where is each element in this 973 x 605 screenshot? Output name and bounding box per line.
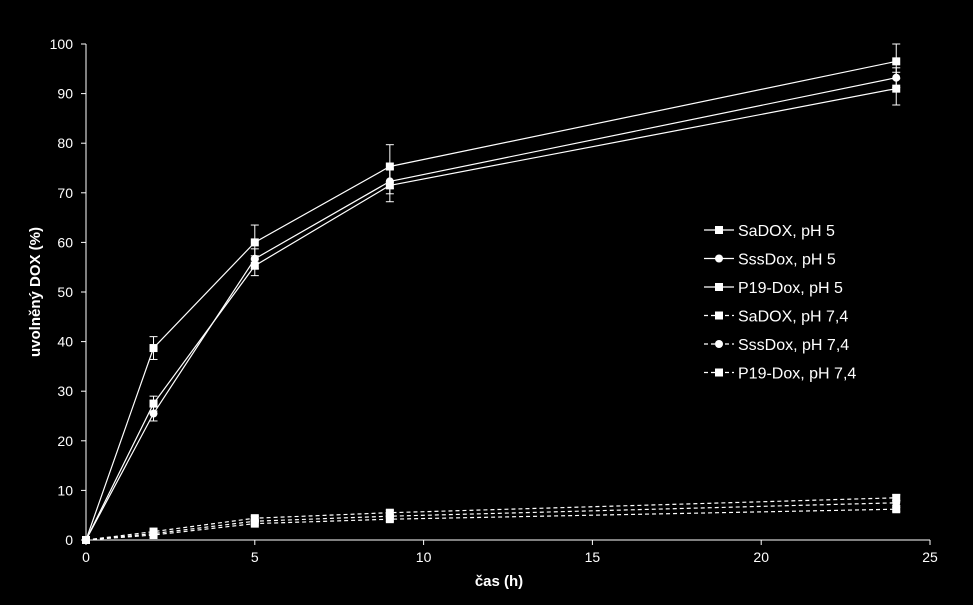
legend-marker [715, 311, 723, 320]
data-point [250, 261, 259, 270]
x-tick-label: 25 [922, 549, 938, 565]
legend-item: SaDOX, pH 7,4 [704, 309, 848, 326]
y-tick-label: 50 [57, 284, 73, 300]
y-axis-title: uvolněný DOX (%) [27, 227, 44, 357]
legend-marker [715, 368, 723, 377]
data-point [250, 238, 259, 247]
legend-marker [715, 283, 723, 291]
y-tick-label: 70 [57, 185, 73, 201]
legend-label: P19-Dox, pH 5 [738, 280, 843, 297]
data-point [250, 519, 259, 528]
data-point [892, 84, 901, 93]
y-tick-label: 20 [57, 433, 73, 449]
y-tick-label: 60 [57, 234, 73, 250]
y-tick-label: 40 [57, 334, 73, 350]
tick-marks: 0 5 10 15 20 25 0 10 20 30 40 50 60 70 80 90 100 [50, 36, 938, 565]
data-point [385, 162, 394, 171]
data-point [892, 57, 901, 66]
legend-item: SssDox, pH 5 [704, 252, 836, 269]
legend-label: SssDox, pH 5 [738, 252, 836, 269]
data-point [149, 531, 158, 540]
plot-area [82, 43, 901, 544]
legend-marker [715, 340, 723, 348]
data-point [385, 181, 394, 190]
legend-marker [715, 226, 723, 234]
x-tick-label: 20 [753, 549, 769, 565]
data-point [385, 515, 394, 524]
y-tick-label: 30 [57, 383, 73, 399]
legend-item: SssDox, pH 7,4 [704, 337, 849, 354]
legend-label: P19-Dox, pH 7,4 [738, 366, 856, 383]
x-axis-title: čas (h) [475, 573, 523, 590]
legend-label: SaDOX, pH 7,4 [738, 309, 848, 326]
y-tick-label: 10 [57, 482, 73, 498]
y-tick-label: 80 [57, 135, 73, 151]
legend-label: SssDox, pH 7,4 [738, 337, 849, 354]
data-point [149, 399, 158, 408]
x-tick-label: 0 [82, 549, 90, 565]
legend-label: SaDOX, pH 5 [738, 223, 835, 240]
data-point [892, 493, 901, 502]
data-point [149, 344, 158, 353]
legend-marker [715, 254, 723, 263]
legend-item: SaDOX, pH 5 [704, 223, 835, 240]
data-point [892, 498, 901, 507]
x-tick-label: 15 [585, 549, 601, 565]
data-point [892, 505, 901, 514]
y-tick-label: 100 [50, 36, 74, 52]
x-tick-label: 10 [416, 549, 432, 565]
x-tick-label: 5 [251, 549, 259, 565]
y-tick-label: 90 [57, 86, 73, 102]
legend-item: P19-Dox, pH 5 [704, 280, 843, 297]
legend-item: P19-Dox, pH 7,4 [704, 366, 856, 383]
legend: SaDOX, pH 5 SssDox, pH 5 P19-Dox, pH 5 SaDO… [704, 223, 856, 383]
y-tick-label: 0 [65, 532, 73, 548]
